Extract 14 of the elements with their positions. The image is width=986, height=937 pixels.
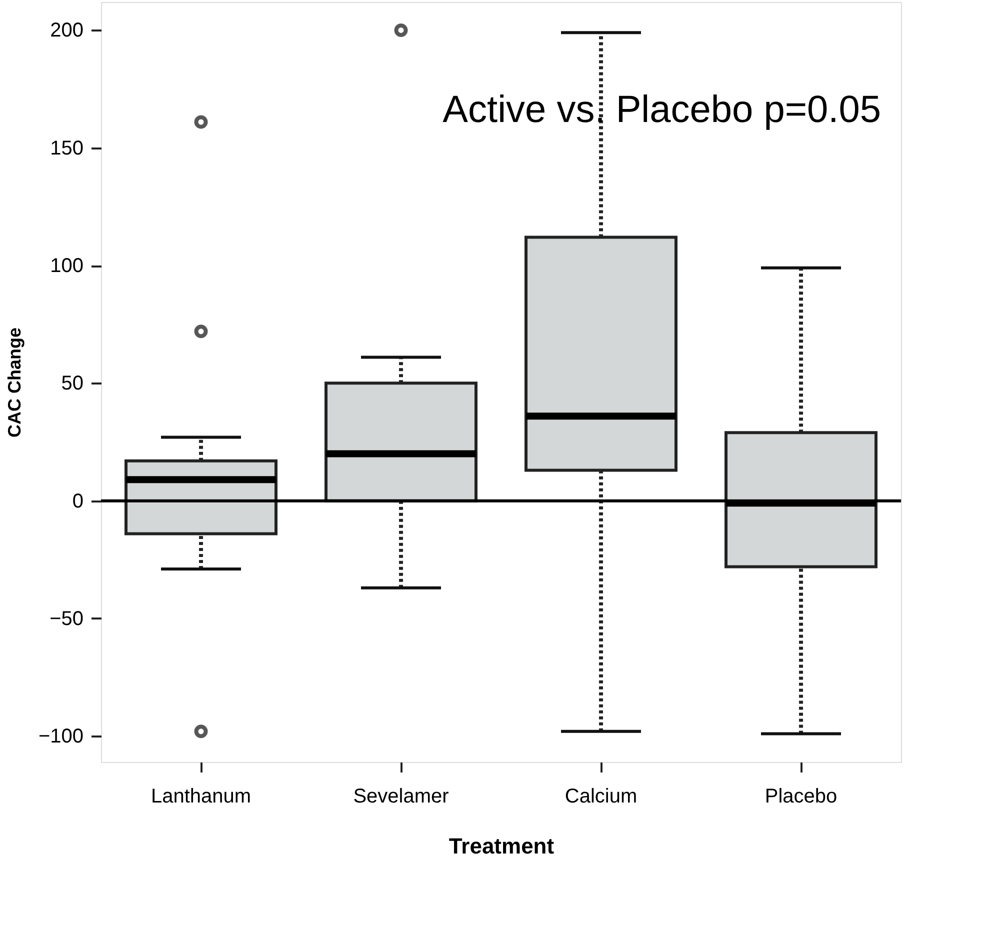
x-tick-label: Lanthanum [150,786,252,808]
annotation: Active vs. Placebo p=0.05 [442,89,881,131]
x-tick-label: Placebo [764,786,838,808]
y-tick-label: 50 [61,372,84,395]
y-tick-label: −50 [50,608,84,630]
y-tick-label: 150 [50,137,84,160]
y-tick-label: 100 [50,255,84,278]
x-tick-label: Calcium [564,786,638,808]
y-tick-label: 200 [50,20,84,42]
x-axis-title: Treatment [448,834,555,858]
x-tick-label: Sevelamer [353,786,450,808]
y-axis-title: CAC Change [4,327,24,438]
y-tick-label: 0 [72,490,84,512]
y-tick-label: −100 [38,726,84,748]
